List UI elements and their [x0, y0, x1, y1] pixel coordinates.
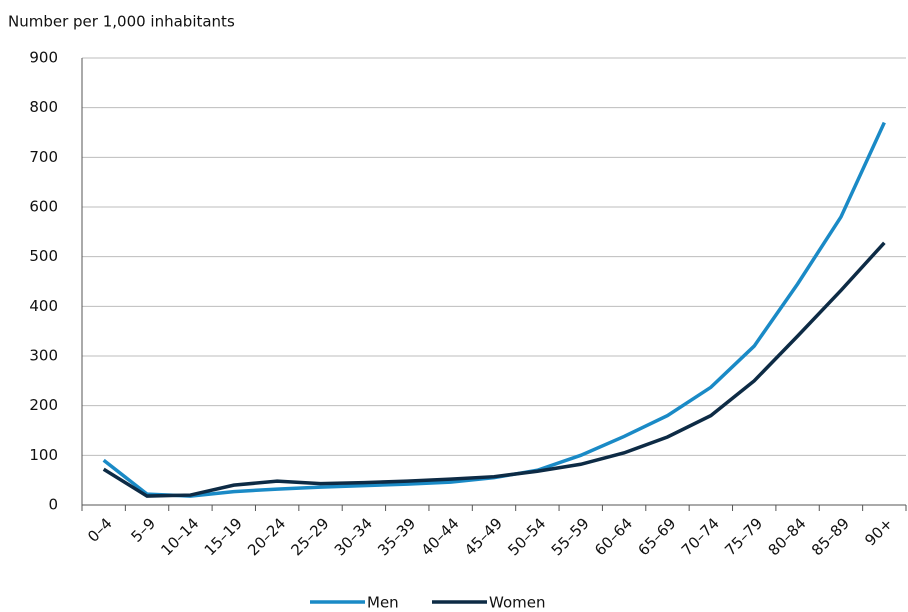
- y-tick-label: 100: [29, 446, 58, 464]
- legend-label: Women: [489, 594, 545, 612]
- x-tick-label: 0–4: [84, 514, 116, 546]
- y-tick-label: 300: [29, 347, 58, 365]
- x-tick-label: 15–19: [201, 514, 246, 559]
- x-tick-label: 20–24: [244, 514, 289, 559]
- line-series: [102, 121, 886, 498]
- x-tick-label: 80–84: [765, 514, 810, 559]
- x-tick-label: 75–79: [721, 514, 766, 559]
- y-tick-label: 400: [29, 297, 58, 315]
- legend-label: Men: [367, 594, 399, 612]
- x-tick-label: 60–64: [591, 514, 636, 559]
- y-axis-label: Number per 1,000 inhabitants: [8, 13, 235, 31]
- x-tick-label: 85–89: [808, 514, 853, 559]
- x-tick-label: 35–39: [374, 514, 419, 559]
- x-tick-label: 40–44: [418, 514, 463, 559]
- y-tick-label: 800: [29, 98, 58, 116]
- x-tick-label: 55–59: [548, 514, 593, 559]
- y-tick-label: 900: [29, 49, 58, 67]
- x-tick-label: 10–14: [157, 514, 202, 559]
- y-tick-label: 600: [29, 198, 58, 216]
- y-tick-label: 700: [29, 148, 58, 166]
- y-tick-label: 200: [29, 396, 58, 414]
- line-series: [102, 241, 886, 498]
- y-tick-label: 0: [48, 496, 58, 514]
- x-tick-label: 30–34: [331, 514, 376, 559]
- x-tick-label: 50–54: [504, 514, 549, 559]
- x-tick-label: 90+: [861, 514, 896, 549]
- x-tick-label: 5–9: [128, 514, 160, 546]
- x-tick-label: 65–69: [634, 514, 679, 559]
- x-tick-label: 70–74: [678, 514, 723, 559]
- y-tick-label: 500: [29, 247, 58, 265]
- x-tick-label: 45–49: [461, 514, 506, 559]
- x-tick-label: 25–29: [288, 514, 333, 559]
